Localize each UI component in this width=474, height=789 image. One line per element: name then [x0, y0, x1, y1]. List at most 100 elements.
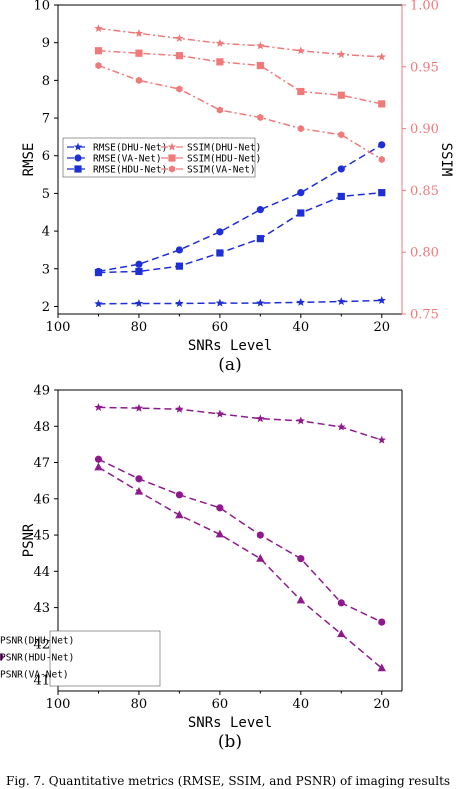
data-point	[297, 87, 305, 96]
y-right-tick-label: 0.90	[410, 122, 439, 137]
y-tick-label: 7	[42, 112, 50, 127]
y-tick-label: 10	[33, 0, 50, 14]
data-point	[256, 414, 265, 423]
series-line-0	[98, 299, 382, 305]
y-tick-label: 6	[42, 149, 50, 164]
series-line-1	[98, 458, 383, 623]
x-tick-label: 40	[293, 320, 310, 335]
y-tick-label: 43	[33, 601, 50, 616]
data-point	[378, 155, 385, 164]
chart-a: 100 80 60 40 20 2 3 4 5 6 7 8 9 10 0.75 0.80 0.85 0.90 0.9…	[21, 0, 454, 375]
y-tick-label: 47	[33, 456, 50, 471]
legend-label-0: PSNR(DHU-Net)	[0, 635, 74, 646]
data-point	[94, 462, 103, 471]
data-point	[175, 299, 184, 308]
legend-marker	[74, 154, 82, 162]
data-point	[94, 455, 103, 463]
data-point	[337, 599, 345, 607]
data-point	[216, 228, 224, 236]
chart-b: 100 80 60 40 20 41 42 43 44 45 46 47 48 49 SNRs Level P…	[0, 384, 403, 752]
data-point	[215, 409, 225, 418]
data-point	[175, 33, 184, 42]
y-axis-label: PSNR	[21, 523, 37, 557]
data-point	[94, 47, 103, 55]
data-point	[175, 246, 184, 254]
y-tick-label: 5	[42, 187, 50, 202]
data-point	[296, 297, 306, 306]
legend-marker	[168, 154, 176, 162]
data-point	[215, 38, 225, 47]
data-point	[377, 52, 386, 61]
x-tick-label: 60	[212, 320, 229, 335]
data-point	[257, 113, 264, 122]
legend-label-0: RMSE(DHU-Net)	[93, 142, 167, 153]
data-point	[378, 100, 386, 108]
y-right-axis-label: SSIM	[438, 143, 454, 177]
data-point	[337, 422, 346, 431]
data-point	[256, 531, 264, 539]
data-point	[337, 91, 345, 99]
legend-marker	[74, 165, 82, 173]
data-point	[377, 663, 386, 672]
y-tick-label: 4	[42, 225, 50, 240]
x-tick-label: 20	[373, 320, 390, 335]
x-tick-label: 80	[131, 697, 148, 712]
data-point	[296, 595, 306, 604]
x-tick-label: 40	[293, 697, 310, 712]
data-point	[297, 209, 305, 217]
legend-label-2: RMSE(HDU-Net)	[93, 164, 167, 175]
data-point	[337, 50, 346, 58]
data-point	[215, 529, 225, 538]
series-line-0	[98, 406, 382, 441]
data-point	[134, 29, 144, 37]
data-point	[175, 491, 184, 499]
y-tick-label: 9	[42, 36, 50, 51]
data-point	[256, 61, 264, 70]
data-point	[135, 260, 143, 268]
y-tick-label: 46	[33, 492, 50, 507]
data-point	[256, 554, 265, 562]
data-point	[297, 189, 305, 197]
data-point	[216, 504, 224, 512]
data-point	[175, 510, 184, 519]
data-point	[134, 299, 144, 308]
y-right-tick-label: 0.75	[410, 308, 439, 323]
legend-label-5: SSIM(VA-Net)	[187, 164, 256, 175]
data-point	[297, 555, 305, 563]
legend-label-3: SSIM(DHU-Net)	[187, 142, 261, 153]
y-tick-label: 45	[33, 529, 50, 544]
x-tick-label: 80	[131, 320, 148, 335]
data-point	[175, 52, 184, 60]
data-point	[256, 41, 265, 50]
y-tick-label: 49	[33, 384, 50, 399]
data-point	[175, 262, 184, 270]
figure-caption: Fig. 7. Quantitative metrics (RMSE, SSIM…	[6, 774, 450, 788]
y-right-tick-label: 0.85	[410, 184, 439, 199]
legend-label-4: SSIM(HDU-Net)	[187, 153, 261, 164]
series-line-2	[98, 191, 382, 274]
y-tick-label: 44	[33, 565, 50, 580]
data-point	[135, 475, 143, 483]
legend-label-1: PSNR(HDU-Net)	[0, 652, 74, 663]
panel-label: (a)	[218, 355, 241, 375]
data-point	[337, 629, 346, 638]
data-point	[94, 268, 103, 277]
data-point	[134, 486, 144, 495]
data-point	[337, 165, 345, 173]
data-point	[377, 296, 386, 304]
data-point	[135, 49, 143, 57]
data-point	[338, 131, 345, 139]
data-point	[378, 618, 386, 626]
data-point	[216, 58, 224, 66]
data-point	[94, 299, 103, 308]
legend-marker	[168, 165, 176, 173]
data-point	[337, 297, 346, 306]
y-axis-label: RMSE	[21, 143, 37, 177]
data-point	[215, 298, 225, 307]
legend-box	[62, 137, 256, 178]
y-right-tick-label: 1.00	[410, 0, 439, 14]
series-line-2	[98, 466, 383, 669]
data-point	[296, 46, 306, 55]
y-tick-label: 41	[33, 674, 50, 689]
data-point	[378, 141, 386, 149]
